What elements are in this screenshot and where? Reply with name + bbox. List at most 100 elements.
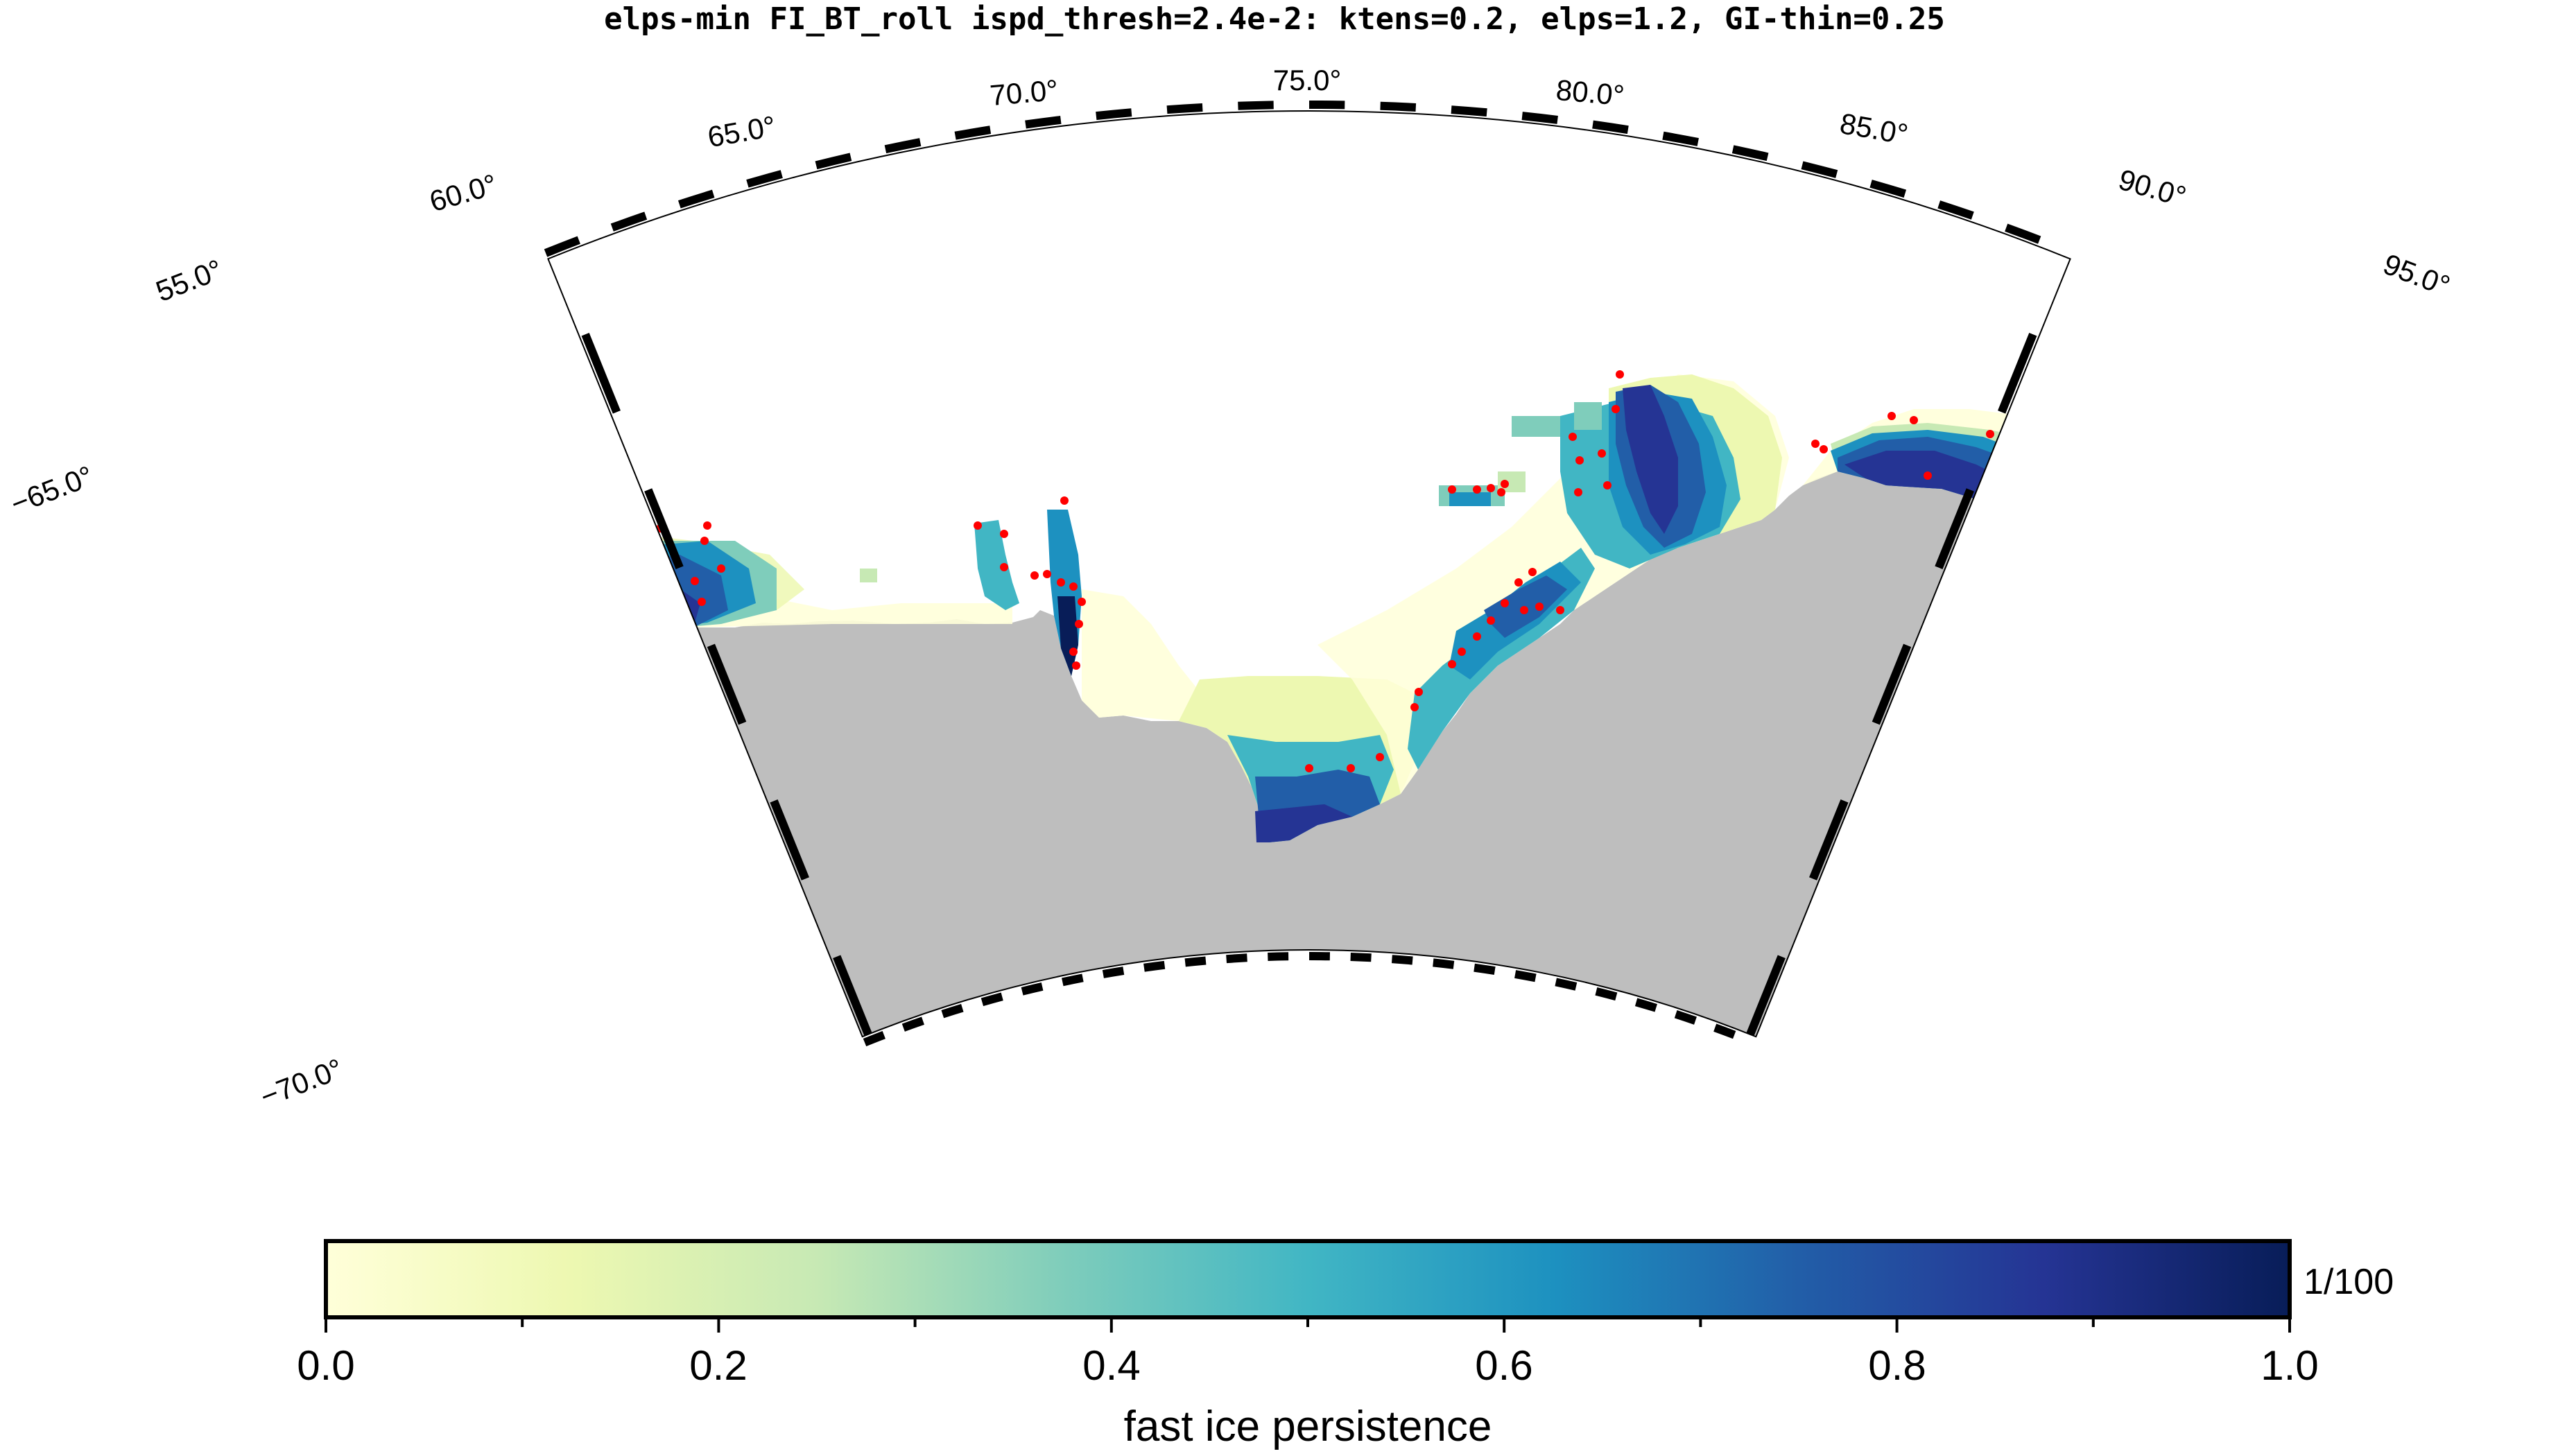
iceberg-marker (1057, 578, 1065, 587)
iceberg-marker (974, 521, 982, 530)
iceberg-marker (1520, 606, 1528, 614)
frame-dash-outer-18 (1166, 103, 1203, 114)
frame-dash-left-6 (644, 488, 684, 569)
iceberg-marker (1575, 456, 1584, 465)
iceberg-marker (2041, 481, 2050, 489)
iceberg-marker (1569, 433, 1577, 441)
frame-dash-inner-12 (1102, 967, 1125, 978)
iceberg-marker (2007, 467, 2015, 476)
iceberg-marker (2033, 448, 2041, 456)
iceberg-marker (2054, 489, 2062, 498)
frame-dash-inner-26 (1391, 955, 1413, 965)
lon-label-70: 70.0° (989, 73, 1060, 112)
frame-dash-inner-42 (1713, 1023, 1736, 1039)
iceberg-marker (1556, 606, 1564, 614)
iceberg-marker (2253, 557, 2261, 566)
iceberg-marker (703, 521, 711, 530)
frame-dash-inner-8 (1021, 982, 1044, 996)
lon-label-85: 85.0° (1838, 107, 1910, 150)
iceberg-marker (1376, 753, 1384, 761)
frame-dash-outer-8 (815, 153, 852, 170)
lon-label-60: 60.0° (426, 168, 501, 218)
frame-dash-inner-6 (980, 992, 1003, 1007)
colorbar: 0.0 0.2 0.4 0.6 0.8 1.0 1/100 fast ice p… (297, 1239, 2394, 1450)
iceberg-marker (2421, 409, 2430, 417)
iceberg-marker (2447, 408, 2455, 416)
iceberg-marker (2048, 453, 2057, 462)
iceberg-marker (1415, 688, 1423, 696)
iceberg-marker (467, 612, 476, 620)
iceberg-marker (717, 564, 725, 573)
map-frame-outline (547, 110, 2071, 1038)
lon-label-55: 55.0° (151, 253, 227, 308)
iceberg-marker (2227, 524, 2236, 532)
frame-dash-inner-34 (1555, 978, 1578, 991)
cb-tick-label-4: 0.8 (1868, 1342, 1926, 1389)
iceberg-marker (2023, 474, 2032, 483)
lon-label-80: 80.0° (1555, 73, 1625, 112)
lat-label-70: −70.0° (256, 1052, 347, 1113)
frame-dash-outer-42 (2005, 223, 2041, 244)
iceberg-marker (1820, 445, 1828, 453)
frame-dash-outer-28 (1521, 112, 1558, 124)
iceberg-marker (1000, 563, 1008, 571)
iceberg-marker (1473, 485, 1481, 494)
iceberg-marker (1598, 449, 1606, 458)
frame-dash-outer-38 (1869, 180, 1907, 198)
frame-dash-outer-24 (1380, 101, 1417, 112)
iceberg-marker (2500, 406, 2509, 415)
iceberg-marker (1616, 370, 1624, 379)
frame-dash-inner-14 (1143, 960, 1166, 972)
iceberg-marker (247, 517, 255, 526)
frame-dash-outer-16 (1096, 108, 1132, 121)
frame-dash-right-2 (1809, 799, 1849, 881)
frame-dash-outer-40 (1937, 200, 1974, 220)
iceberg-marker (2097, 520, 2105, 528)
iceberg-marker (1030, 571, 1039, 580)
iceberg-marker (376, 556, 384, 564)
iceberg-marker (2405, 417, 2414, 426)
frame-dash-inner-36 (1595, 987, 1618, 1001)
frame-dash-inner-40 (1674, 1009, 1697, 1025)
frame-dash-right-6 (1935, 488, 1974, 569)
iceberg-marker (2225, 544, 2233, 552)
iceberg-marker (2208, 506, 2216, 514)
iceberg-marker (1603, 481, 1612, 489)
colorbar-tick-labels: 0.0 0.2 0.4 0.6 0.8 1.0 (297, 1342, 2318, 1389)
iceberg-marker (1473, 632, 1481, 641)
frame-dash-inner-30 (1474, 963, 1496, 976)
iceberg-marker (1574, 488, 1582, 496)
iceberg-marker (2000, 434, 2008, 442)
iceberg-marker (1458, 648, 1466, 656)
iceberg-marker (1060, 496, 1069, 505)
frame-dash-outer-2 (610, 211, 648, 232)
iceberg-marker (2288, 556, 2296, 564)
iceberg-marker (1924, 471, 1932, 480)
frame-dash-outer-34 (1731, 145, 1769, 162)
iceberg-marker (1487, 484, 1495, 492)
iceberg-marker (1410, 703, 1419, 711)
frame-dash-outer-12 (954, 125, 992, 140)
iceberg-marker (1535, 603, 1544, 611)
frame-dash-inner-18 (1226, 953, 1247, 964)
iceberg-marker (1528, 568, 1537, 576)
frame-dash-inner-2 (901, 1016, 924, 1032)
iceberg-marker (1612, 405, 1620, 413)
iceberg-marker (662, 593, 670, 602)
latitude-labels: −65.0° −70.0° (6, 459, 347, 1113)
iceberg-marker (1887, 412, 1896, 420)
iceberg-marker (381, 541, 389, 549)
frame-dash-outer-10 (884, 138, 922, 154)
lon-label-90: 90.0° (2115, 163, 2190, 213)
frame-dash-left-4 (707, 643, 747, 725)
iceberg-marker (1000, 530, 1008, 538)
frame-dash-outer-14 (1025, 115, 1062, 129)
colorbar-gradient (324, 1239, 2292, 1319)
iceberg-marker (2014, 438, 2022, 447)
cb-tick-label-0: 0.0 (297, 1342, 354, 1389)
iceberg-marker (2243, 562, 2251, 570)
iceberg-marker (1075, 620, 1083, 628)
iceberg-marker (2114, 523, 2123, 531)
lon-label-95: 95.0° (2379, 248, 2455, 302)
cb-tick-label-3: 0.6 (1475, 1342, 1532, 1389)
